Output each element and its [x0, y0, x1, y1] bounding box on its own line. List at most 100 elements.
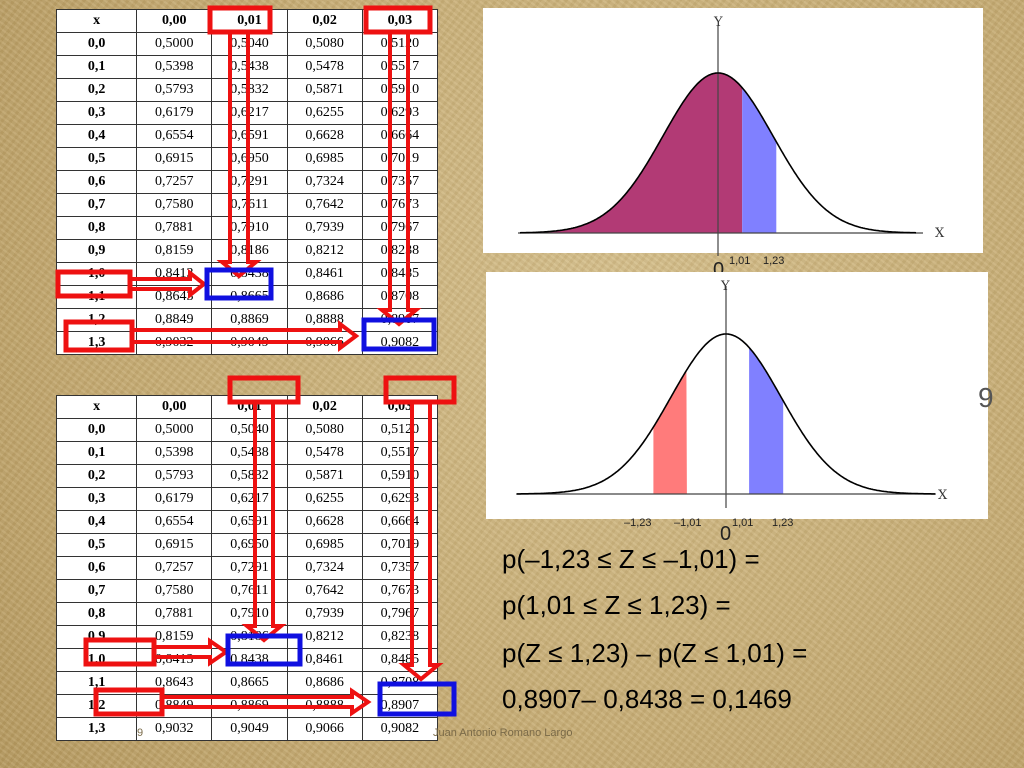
- table-header-row: x 0,00 0,01 0,02 0,03: [55, 9, 439, 33]
- table-row: 0,0 0,5000 0,5040 0,5080 0,5120: [55, 32, 439, 56]
- table-cell: 0,6915: [136, 533, 213, 557]
- table-cell: 0,7019: [361, 147, 439, 171]
- table-row: 0,1 0,5398 0,5438 0,5478 0,5517: [55, 441, 439, 465]
- table-cell: 0,7881: [136, 602, 213, 626]
- row-header-cell: 1,1: [55, 671, 138, 695]
- row-header-cell: 1,3: [55, 717, 138, 741]
- row-header-cell: 0,9: [55, 625, 138, 649]
- table-cell: 0,5832: [211, 78, 288, 102]
- row-header-cell: 0,0: [55, 418, 138, 442]
- table-cell: 0,5120: [361, 32, 439, 56]
- equation-line-4: 0,8907– 0,8438 = 0,1469: [502, 684, 792, 714]
- table-cell: 0,5438: [211, 55, 288, 79]
- column-header: x: [55, 395, 138, 419]
- column-header: 0,02: [286, 9, 363, 33]
- table-cell: 0,8849: [136, 694, 213, 718]
- table-cell: 0,5871: [286, 78, 363, 102]
- table-cell: 0,6217: [211, 487, 288, 511]
- table-cell: 0,8869: [211, 308, 288, 332]
- table-cell: 0,8686: [286, 671, 363, 695]
- table-cell: 0,9032: [136, 331, 213, 355]
- table-row: 1,1 0,8643 0,8665 0,8686 0,8708: [55, 285, 439, 309]
- table-row: 1,0 0,8413 0,8438 0,8461 0,8485: [55, 262, 439, 286]
- row-header-cell: 1,0: [55, 648, 138, 672]
- table-cell: 0,5000: [136, 32, 213, 56]
- table-row: 1,0 0,8413 0,8438 0,8461 0,8485: [55, 648, 439, 672]
- table-row: 1,2 0,8849 0,8869 0,8888 0,8907: [55, 694, 439, 718]
- table-row: 1,3 0,9032 0,9049 0,9066 0,9082: [55, 331, 439, 355]
- area-below-1-01: [520, 73, 743, 233]
- table-cell: 0,7642: [286, 193, 363, 217]
- column-header: 0,03: [361, 9, 439, 33]
- table-row: 1,3 0,9032 0,9049 0,9066 0,9082: [55, 717, 439, 741]
- table-cell: 0,8665: [211, 285, 288, 309]
- table-cell: 0,8413: [136, 262, 213, 286]
- table-cell: 0,8708: [361, 671, 439, 695]
- table-cell: 0,5040: [211, 418, 288, 442]
- table-cell: 0,5793: [136, 78, 213, 102]
- table-cell: 0,8485: [361, 648, 439, 672]
- normal-curve-plot-upper: Y X 0 1,01 1,23: [483, 8, 983, 281]
- x-axis-label: X: [935, 226, 945, 241]
- table-cell: 0,6554: [136, 510, 213, 534]
- table-cell: 0,9032: [136, 717, 213, 741]
- row-header-cell: 0,2: [55, 464, 138, 488]
- table-cell: 0,8643: [136, 285, 213, 309]
- table-cell: 0,8238: [361, 239, 439, 263]
- row-header-cell: 0,4: [55, 510, 138, 534]
- table-row: 0,9 0,8159 0,8186 0,8212 0,8238: [55, 239, 439, 263]
- equation-line-1: p(–1,23 ≤ Z ≤ –1,01) =: [502, 544, 760, 574]
- table-row: 0,5 0,6915 0,6950 0,6985 0,7019: [55, 147, 439, 171]
- z-table-top: x 0,00 0,01 0,02 0,03 0,0 0,5000 0,5040 0,5…: [55, 9, 439, 355]
- row-header-cell: 0,1: [55, 55, 138, 79]
- normal-curve: [519, 72, 917, 234]
- table-header-row: x 0,00 0,01 0,02 0,03: [55, 395, 439, 419]
- table-cell: 0,5517: [361, 55, 439, 79]
- table-cell: 0,5438: [211, 441, 288, 465]
- table-row: 0,6 0,7257 0,7291 0,7324 0,7357: [55, 556, 439, 580]
- row-header-cell: 0,7: [55, 193, 138, 217]
- table-cell: 0,5478: [286, 441, 363, 465]
- table-cell: 0,5080: [286, 418, 363, 442]
- table-row: 0,1 0,5398 0,5438 0,5478 0,5517: [55, 55, 439, 79]
- table-cell: 0,6950: [211, 533, 288, 557]
- table-cell: 0,8485: [361, 262, 439, 286]
- table-cell: 0,7580: [136, 579, 213, 603]
- row-header-cell: 0,9: [55, 239, 138, 263]
- equation-line-3: p(Z ≤ 1,23) – p(Z ≤ 1,01) =: [502, 638, 808, 668]
- table-cell: 0,7939: [286, 216, 363, 240]
- row-header-cell: 0,5: [55, 147, 138, 171]
- table-row: 0,5 0,6915 0,6950 0,6985 0,7019: [55, 533, 439, 557]
- table-cell: 0,7291: [211, 170, 288, 194]
- table-cell: 0,5478: [286, 55, 363, 79]
- table-cell: 0,9082: [361, 331, 439, 355]
- table-row: 0,4 0,6554 0,6591 0,6628 0,6664: [55, 510, 439, 534]
- table-cell: 0,6628: [286, 124, 363, 148]
- table-cell: 0,9049: [211, 717, 288, 741]
- table-cell: 0,6628: [286, 510, 363, 534]
- table-cell: 0,8888: [286, 308, 363, 332]
- table-row: 0,9 0,8159 0,8186 0,8212 0,8238: [55, 625, 439, 649]
- table-cell: 0,8869: [211, 694, 288, 718]
- table-cell: 0,7881: [136, 216, 213, 240]
- table-row: 0,2 0,5793 0,5832 0,5871 0,5910: [55, 78, 439, 102]
- table-cell: 0,8159: [136, 625, 213, 649]
- column-header: 0,01: [211, 395, 288, 419]
- table-cell: 0,7673: [361, 193, 439, 217]
- row-header-cell: 0,3: [55, 101, 138, 125]
- column-header: 0,00: [136, 9, 213, 33]
- table-cell: 0,7611: [211, 193, 288, 217]
- table-cell: 0,9066: [286, 331, 363, 355]
- area-between-1-01-and-1-23: [749, 347, 784, 494]
- table-cell: 0,6255: [286, 487, 363, 511]
- row-header-cell: 0,4: [55, 124, 138, 148]
- table-cell: 0,8907: [361, 694, 439, 718]
- row-header-cell: 1,0: [55, 262, 138, 286]
- table-cell: 0,9049: [211, 331, 288, 355]
- table-cell: 0,5120: [361, 418, 439, 442]
- x-axis-label: X: [938, 488, 948, 503]
- normal-curve: [517, 333, 935, 495]
- column-header: 0,03: [361, 395, 439, 419]
- table-cell: 0,7939: [286, 602, 363, 626]
- table-row: 0,3 0,6179 0,6217 0,6255 0,6293: [55, 101, 439, 125]
